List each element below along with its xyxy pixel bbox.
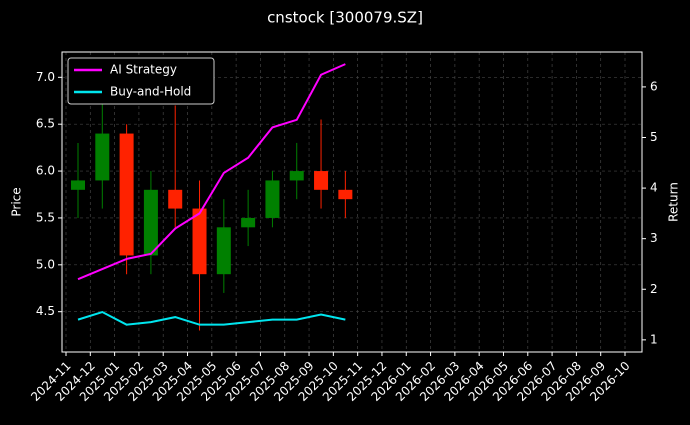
y-tick-label: 6.0 bbox=[36, 164, 55, 178]
candle-body bbox=[241, 217, 256, 228]
candle-body bbox=[71, 180, 85, 190]
candle-body bbox=[119, 133, 134, 256]
y2-axis-label: Return bbox=[667, 182, 681, 222]
y-tick-label: 5.5 bbox=[36, 210, 55, 224]
y2-tick-label: 5 bbox=[650, 130, 658, 144]
chart-title: cnstock [300079.SZ] bbox=[267, 9, 423, 27]
y2-tick-label: 4 bbox=[650, 181, 658, 195]
y2-tick-label: 2 bbox=[650, 282, 658, 296]
legend-box bbox=[67, 57, 215, 105]
y-tick-label: 5.0 bbox=[36, 257, 55, 271]
y-tick-label: 7.0 bbox=[36, 70, 55, 84]
y-axis-label: Price bbox=[10, 187, 24, 216]
y2-tick-label: 1 bbox=[650, 332, 658, 346]
candle-body bbox=[289, 171, 304, 181]
candle-body bbox=[192, 208, 207, 275]
y-tick-label: 6.5 bbox=[36, 117, 55, 131]
candle-body bbox=[338, 189, 353, 200]
y2-tick-label: 6 bbox=[650, 79, 658, 93]
candle-body bbox=[95, 133, 110, 181]
candle-body bbox=[216, 227, 231, 275]
candle-body bbox=[143, 189, 158, 256]
candle-body bbox=[314, 171, 329, 190]
y2-tick-label: 3 bbox=[650, 231, 658, 245]
y-tick-label: 4.5 bbox=[36, 304, 55, 318]
candle-body bbox=[265, 180, 280, 218]
legend-label: AI Strategy bbox=[110, 63, 177, 77]
legend-label: Buy-and-Hold bbox=[110, 85, 191, 99]
candle-body bbox=[168, 189, 183, 209]
plot-frame bbox=[61, 51, 643, 353]
line-series bbox=[77, 310, 346, 326]
line-series bbox=[77, 63, 346, 281]
